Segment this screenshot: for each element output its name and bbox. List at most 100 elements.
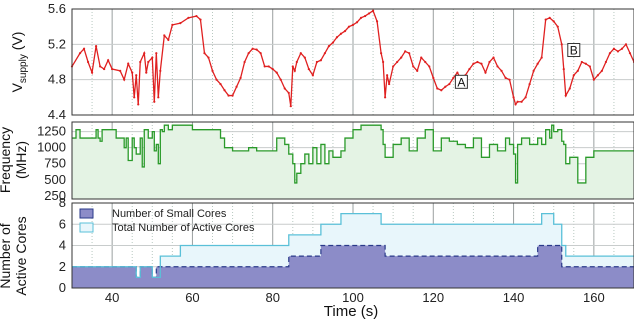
voltage-y-tick-label: 4.4 <box>48 107 66 122</box>
cores-panel: 0 2 4 6 8 40 60 80 100 120 140 160 Number of Activ… <box>0 195 634 320</box>
voltage-point <box>396 60 399 64</box>
voltage-y-label-main: V <box>9 82 25 92</box>
voltage-point <box>568 87 571 90</box>
voltage-point <box>199 18 202 21</box>
voltage-point <box>412 65 415 68</box>
voltage-point <box>215 78 218 81</box>
voltage-point <box>131 71 134 74</box>
voltage-point <box>287 91 290 95</box>
voltage-point <box>456 71 459 74</box>
voltage-point <box>424 60 427 64</box>
cores-y-tick-label: 6 <box>59 216 66 231</box>
frequency-y-label-line2: (MHz) <box>13 141 29 179</box>
cores-series <box>72 212 634 288</box>
voltage-point <box>560 43 563 46</box>
voltage-point <box>440 89 443 92</box>
voltage-point <box>323 52 326 55</box>
voltage-point <box>155 52 158 55</box>
voltage-point <box>359 16 363 19</box>
voltage-point <box>271 67 274 71</box>
frequency-y-tick-label: 750 <box>44 156 66 171</box>
frequency-y-label-line1: Frequency <box>0 127 13 193</box>
voltage-point <box>544 18 547 21</box>
frequency-y-tick-label: 250 <box>44 188 66 203</box>
voltage-point <box>279 78 282 81</box>
voltage-point <box>404 50 407 53</box>
voltage-point <box>367 12 371 15</box>
voltage-y-ticks: 4.4 4.8 5.2 5.6 <box>48 1 66 122</box>
voltage-point <box>584 62 587 65</box>
voltage-point <box>86 60 90 64</box>
voltage-point <box>363 14 367 18</box>
cores-y-ticks: 0 2 4 6 8 <box>59 195 66 295</box>
voltage-point <box>386 74 389 77</box>
small-cores-area <box>72 245 634 288</box>
voltage-series <box>70 9 634 108</box>
frequency-line <box>72 124 634 184</box>
voltage-point <box>327 45 331 48</box>
frequency-y-tick-label: 1000 <box>37 140 66 155</box>
voltage-point <box>540 56 543 59</box>
voltage-point <box>159 69 162 72</box>
voltage-point <box>343 29 347 33</box>
voltage-point <box>119 69 122 72</box>
voltage-point <box>251 47 254 50</box>
legend-swatch-small-cores <box>79 208 94 219</box>
voltage-point <box>480 62 483 65</box>
voltage-point <box>508 78 511 81</box>
x-axis-label: Time (s) <box>324 303 378 320</box>
voltage-point <box>512 96 515 99</box>
cores-y-tick-label: 8 <box>59 195 66 210</box>
voltage-point <box>90 71 94 74</box>
voltage-point <box>311 74 314 77</box>
voltage-y-axis-label: Vsupply (V) <box>9 32 29 93</box>
voltage-point <box>408 52 411 55</box>
cores-y-tick-label: 2 <box>59 259 66 274</box>
voltage-point <box>556 25 559 28</box>
voltage-point <box>592 78 595 81</box>
annotation-box-a <box>454 74 468 89</box>
voltage-point <box>616 50 620 53</box>
voltage-point <box>133 96 136 99</box>
voltage-point <box>127 62 130 65</box>
voltage-point <box>227 94 230 97</box>
voltage-point <box>588 65 591 68</box>
voltage-plot-frame <box>71 8 634 116</box>
voltage-y-label-unit: (V) <box>9 32 25 55</box>
voltage-point <box>107 59 110 62</box>
voltage-point <box>103 67 106 71</box>
voltage-point <box>488 60 491 64</box>
voltage-point <box>428 65 431 68</box>
voltage-point <box>351 23 355 26</box>
voltage-point <box>94 45 98 48</box>
voltage-point <box>99 65 102 68</box>
voltage-point <box>472 62 475 65</box>
voltage-point <box>283 87 286 90</box>
x-tick-label: 40 <box>105 290 119 305</box>
voltage-point <box>203 52 206 55</box>
voltage-point <box>171 23 174 26</box>
voltage-point <box>484 71 487 74</box>
voltage-point <box>219 82 222 86</box>
voltage-point <box>267 65 270 68</box>
voltage-point <box>572 74 575 77</box>
total-cores-line <box>72 212 634 279</box>
voltage-point <box>620 47 624 50</box>
voltage-point <box>528 82 531 86</box>
voltage-point <box>552 20 555 23</box>
cores-y-tick-label: 4 <box>59 238 66 253</box>
voltage-point <box>139 60 142 64</box>
voltage-point <box>375 20 379 23</box>
voltage-point <box>243 60 246 64</box>
x-tick-label: 160 <box>583 290 605 305</box>
voltage-point <box>135 74 138 77</box>
voltage-point <box>380 52 383 55</box>
x-tick-label: 100 <box>342 290 364 305</box>
voltage-point <box>355 21 359 24</box>
voltage-point <box>476 60 479 64</box>
voltage-point <box>291 65 294 68</box>
voltage-point <box>111 67 114 71</box>
voltage-point <box>145 71 148 74</box>
voltage-point <box>289 105 292 108</box>
